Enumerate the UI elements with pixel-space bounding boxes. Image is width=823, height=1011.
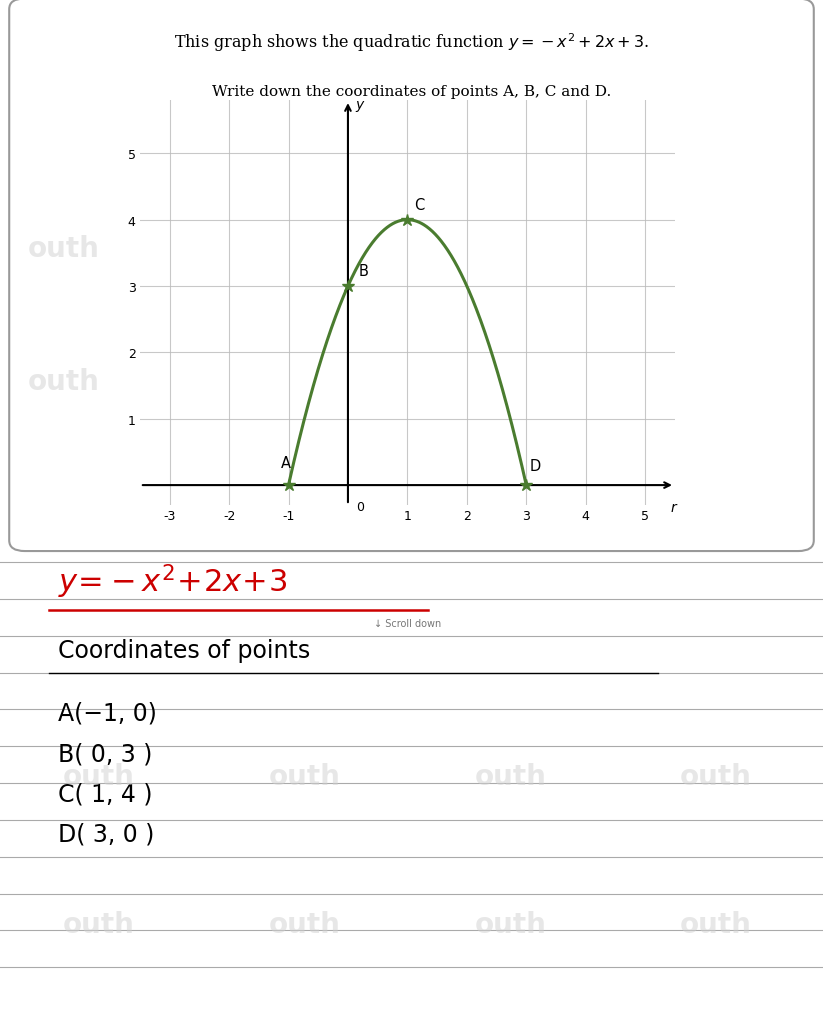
Text: $y\!=\!-x^2\!+\!2x\!+\!3$: $y\!=\!-x^2\!+\!2x\!+\!3$ <box>58 562 286 601</box>
Text: A: A <box>281 456 291 471</box>
Text: outh: outh <box>577 235 649 263</box>
Text: D( 3, 0 ): D( 3, 0 ) <box>58 822 154 846</box>
Text: $y$: $y$ <box>355 99 365 114</box>
Text: outh: outh <box>198 235 269 263</box>
Text: outh: outh <box>27 368 100 395</box>
Text: outh: outh <box>391 235 463 263</box>
Text: B: B <box>359 264 369 279</box>
Text: outh: outh <box>63 762 135 791</box>
Text: Write down the coordinates of points A, B, C and D.: Write down the coordinates of points A, … <box>212 84 611 98</box>
Text: outh: outh <box>577 368 649 395</box>
Text: 0: 0 <box>356 500 364 514</box>
Text: This graph shows the quadratic function $y = -x^2 + 2x + 3$.: This graph shows the quadratic function … <box>174 31 649 54</box>
Text: B( 0, 3 ): B( 0, 3 ) <box>58 741 152 765</box>
Text: outh: outh <box>268 762 341 791</box>
Text: ↓ Scroll down: ↓ Scroll down <box>374 619 441 629</box>
Text: D: D <box>529 459 541 474</box>
Text: $r$: $r$ <box>670 500 678 515</box>
Text: outh: outh <box>27 235 100 263</box>
Text: outh: outh <box>474 762 546 791</box>
Text: outh: outh <box>63 910 135 937</box>
Text: C: C <box>415 197 425 212</box>
Text: Coordinates of points: Coordinates of points <box>58 638 310 662</box>
Text: outh: outh <box>680 910 752 937</box>
Text: outh: outh <box>680 762 752 791</box>
Text: outh: outh <box>198 368 269 395</box>
Text: C( 1, 4 ): C( 1, 4 ) <box>58 782 152 806</box>
Text: outh: outh <box>474 910 546 937</box>
Text: outh: outh <box>268 910 341 937</box>
Text: outh: outh <box>391 368 463 395</box>
Text: A(−1, 0): A(−1, 0) <box>58 701 156 725</box>
FancyBboxPatch shape <box>9 0 814 551</box>
